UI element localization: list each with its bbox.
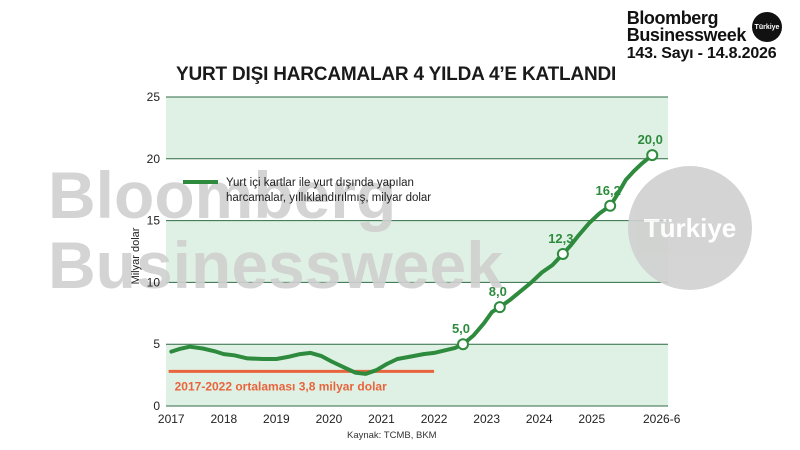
watermark-line2: Businessweek bbox=[48, 228, 503, 302]
x-tick-label: 2025 bbox=[578, 412, 605, 426]
x-tick-label: 2020 bbox=[316, 412, 343, 426]
data-point-marker bbox=[456, 338, 469, 351]
x-tick-label: 2023 bbox=[473, 412, 500, 426]
y-axis-label: Milyar dolar bbox=[130, 227, 142, 284]
watermark-badge-circle bbox=[628, 166, 752, 290]
y-tick-label: 0 bbox=[153, 399, 160, 413]
data-points: 5,0 8,0 12,3 16,2 20,0 bbox=[452, 132, 663, 351]
y-tick-label: 25 bbox=[147, 90, 161, 104]
x-tick-label: 2018 bbox=[210, 412, 237, 426]
data-point-label: 8,0 bbox=[489, 284, 507, 299]
chart-band-2 bbox=[166, 97, 668, 159]
brand-block: Bloomberg Businessweek Türkiye 143. Sayı… bbox=[626, 8, 782, 63]
chart-grid bbox=[166, 96, 668, 407]
legend: Yurt içi kartlar ile yurt dışında yapıla… bbox=[183, 177, 431, 204]
reference-line-group: 2017-2022 ortalaması 3,8 milyar dolar bbox=[168, 369, 435, 393]
x-tick-label: 2026-6 bbox=[643, 412, 681, 426]
data-point-marker bbox=[646, 149, 659, 162]
data-point-label: 16,2 bbox=[596, 183, 621, 198]
x-tick-label: 2017 bbox=[158, 412, 185, 426]
chart-title: YURT DIŞI HARCAMALAR 4 YILDA 4’E KATLAND… bbox=[176, 64, 617, 85]
data-point-label: 20,0 bbox=[638, 132, 663, 147]
x-tick-label: 2024 bbox=[526, 412, 553, 426]
data-point-marker bbox=[604, 199, 617, 212]
y-tick-label: 5 bbox=[153, 337, 160, 351]
brand-badge: Türkiye bbox=[752, 12, 782, 42]
brand-line2: Businessweek bbox=[626, 25, 747, 45]
brand-line1: Bloomberg bbox=[626, 8, 719, 28]
legend-label-line1: Yurt içi kartlar ile yurt dışında yapıla… bbox=[226, 177, 414, 189]
legend-label-line2: harcamalar, yıllıklandırılmış, milyar do… bbox=[226, 192, 431, 204]
data-point-label: 5,0 bbox=[452, 321, 470, 336]
watermark-line1: Bloomberg bbox=[48, 158, 396, 232]
y-tick-label: 15 bbox=[147, 214, 161, 228]
x-tick-labels: 2017 2018 2019 2020 2021 2022 2023 2024 2025 2026… bbox=[158, 412, 681, 426]
series-line bbox=[169, 153, 655, 376]
data-point-label: 12,3 bbox=[548, 231, 573, 246]
x-tick-label: 2019 bbox=[263, 412, 290, 426]
x-tick-label: 2021 bbox=[368, 412, 395, 426]
data-point-marker bbox=[556, 247, 569, 260]
issue-info: 143. Sayı - 14.8.2026 bbox=[626, 45, 777, 62]
watermark-badge-text: Türkiye bbox=[644, 213, 737, 243]
y-tick-label: 10 bbox=[147, 275, 161, 289]
y-tick-label: 20 bbox=[147, 152, 161, 166]
brand-logo-row: Bloomberg Businessweek Türkiye bbox=[626, 8, 782, 45]
watermark: Bloomberg Businessweek Türkiye bbox=[48, 158, 752, 302]
y-tick-labels: 0 5 10 15 20 25 bbox=[147, 90, 161, 413]
data-point-marker bbox=[493, 301, 506, 314]
reference-line-label: 2017-2022 ortalaması 3,8 milyar dolar bbox=[175, 379, 387, 393]
x-tick-label: 2022 bbox=[421, 412, 448, 426]
source-note: Kaynak: TCMB, BKM bbox=[347, 430, 437, 441]
brand-logo-text: Bloomberg Businessweek bbox=[626, 8, 747, 45]
